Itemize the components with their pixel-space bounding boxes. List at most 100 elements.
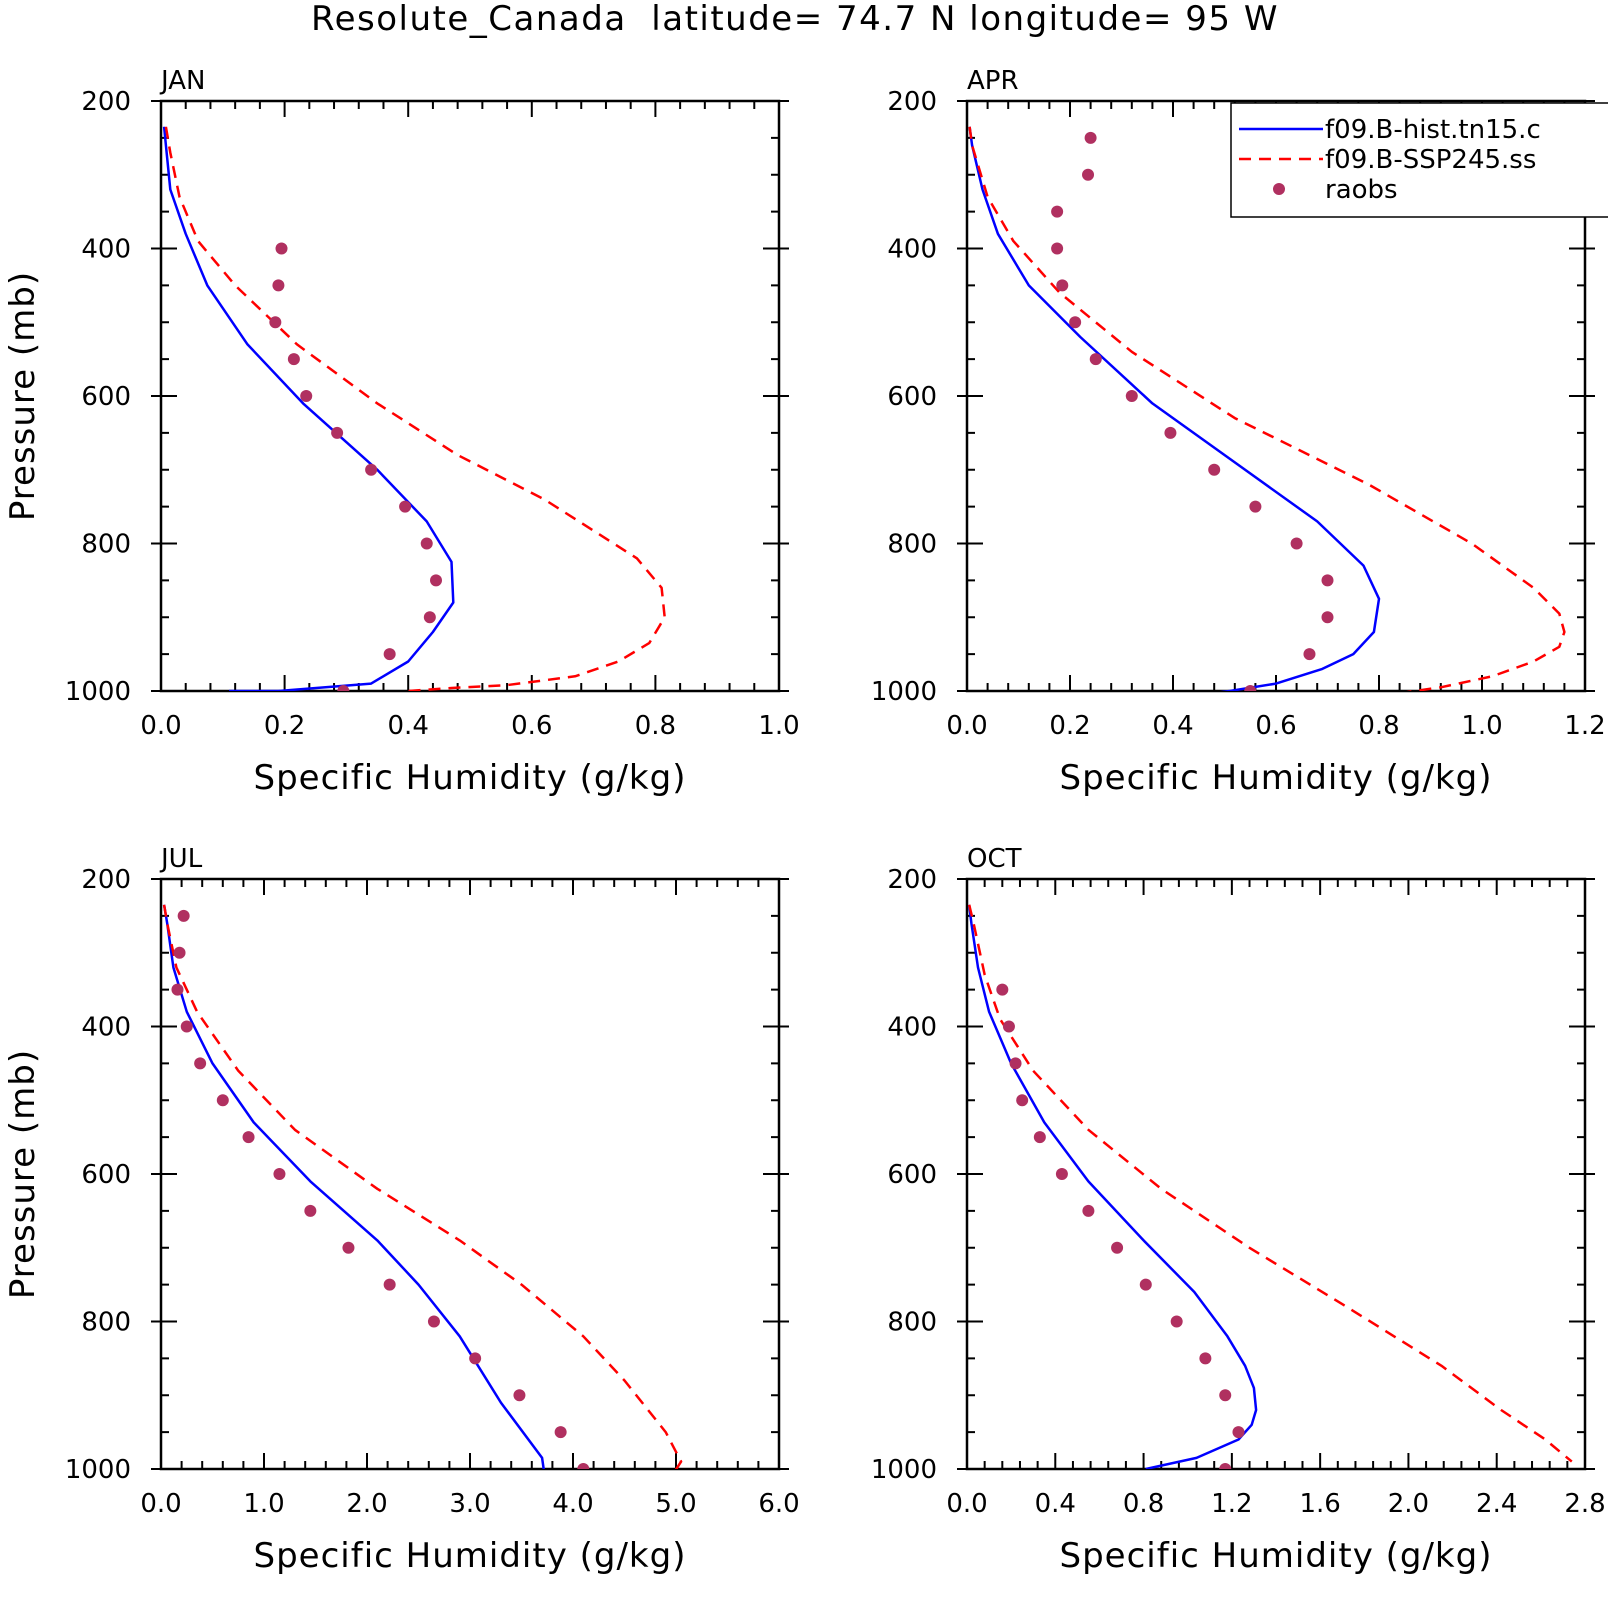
plot-frame	[159, 877, 781, 1471]
panel-label: JUL	[159, 844, 203, 874]
raobs-point	[1051, 242, 1064, 255]
raobs-point	[1249, 500, 1262, 513]
raobs-point	[1232, 1426, 1245, 1439]
y-axis-label: Pressure (mb)	[3, 271, 43, 521]
y-tick-label: 200	[81, 865, 131, 895]
x-tick-label: 0.2	[1049, 711, 1090, 741]
panel-label: JAN	[159, 66, 205, 96]
raobs-point	[1199, 1352, 1212, 1365]
raobs-point	[1089, 353, 1102, 366]
x-tick-label: 5.0	[655, 1489, 696, 1519]
raobs-point	[1244, 685, 1257, 691]
ssp245-line	[967, 904, 1573, 1463]
raobs-point	[1125, 390, 1138, 402]
x-tick-label: 1.0	[758, 711, 799, 741]
raobs-point	[337, 685, 350, 691]
x-tick-label: 6.0	[758, 1489, 799, 1519]
ssp245-line	[968, 126, 1566, 691]
y-tick-label: 400	[887, 1013, 937, 1043]
panel-jul: JUL 0.0 1.0 2.0 3.0 4.0 5.0 6.0 200 400 600 800 1000…	[3, 844, 800, 1576]
y-tick-label: 1000	[65, 677, 131, 707]
y-tick-label: 600	[887, 382, 937, 412]
y-tick-label: 800	[887, 530, 937, 560]
x-tick-label: 0.8	[635, 711, 676, 741]
x-tick-label: 2.4	[1476, 1489, 1517, 1519]
legend-label: f09.B-hist.tn15.c	[1325, 115, 1541, 145]
raobs-point	[513, 1389, 526, 1402]
raobs-point	[427, 1315, 440, 1328]
x-tick-label: 0.6	[1255, 711, 1296, 741]
raobs-point	[342, 1241, 355, 1254]
x-tick-label: 1.2	[1211, 1489, 1252, 1519]
x-tick-label: 0.8	[1358, 711, 1399, 741]
raobs-point	[1303, 648, 1316, 661]
y-tick-label: 1000	[871, 1455, 937, 1485]
x-tick-label: 0.4	[1152, 711, 1193, 741]
y-tick-label: 200	[887, 87, 937, 117]
legend-box	[1230, 102, 1608, 218]
raobs-point	[1055, 1168, 1068, 1180]
y-tick-label: 600	[81, 1160, 131, 1190]
x-tick-label: 0.0	[140, 711, 181, 741]
y-tick-label: 600	[81, 382, 131, 412]
y-tick-label: 200	[887, 865, 937, 895]
raobs-point	[1051, 205, 1064, 218]
raobs-point	[1009, 1057, 1022, 1070]
panel-label: OCT	[967, 844, 1022, 874]
raobs-point	[180, 1020, 193, 1033]
raobs-point	[1056, 279, 1069, 292]
raobs-point	[1033, 1131, 1046, 1144]
raobs-markers	[171, 909, 590, 1469]
raobs-point	[1164, 426, 1177, 439]
raobs-point	[383, 1278, 396, 1291]
plot-frame	[159, 99, 781, 693]
raobs-point	[331, 426, 344, 439]
plot-data	[162, 904, 683, 1469]
legend-label: raobs	[1325, 175, 1398, 205]
raobs-point	[554, 1426, 567, 1439]
raobs-point	[173, 946, 186, 959]
raobs-point	[1208, 463, 1221, 476]
x-tick-label: 0.2	[264, 711, 305, 741]
x-axis-label: Specific Humidity (g/kg)	[1060, 758, 1493, 798]
raobs-point	[577, 1463, 590, 1469]
x-axis-label: Specific Humidity (g/kg)	[1060, 1536, 1493, 1576]
x-axis-label: Specific Humidity (g/kg)	[254, 758, 687, 798]
x-tick-label: 2.0	[346, 1489, 387, 1519]
y-tick-label: 400	[887, 235, 937, 265]
raobs-point	[1082, 1204, 1095, 1217]
figure-title: Resolute_Canada latitude= 74.7 N longitu…	[311, 0, 1279, 39]
x-tick-label: 1.0	[243, 1489, 284, 1519]
raobs-point	[300, 390, 313, 402]
raobs-point	[287, 353, 300, 366]
raobs-point	[171, 983, 184, 996]
raobs-point	[1290, 537, 1303, 550]
raobs-point	[1139, 1278, 1152, 1291]
raobs-point	[242, 1131, 255, 1144]
plot-data	[968, 126, 1566, 691]
x-tick-label: 0.8	[1123, 1489, 1164, 1519]
y-tick-label: 400	[81, 235, 131, 265]
y-tick-label: 800	[887, 1308, 937, 1338]
y-tick-label: 1000	[871, 677, 937, 707]
hist-line	[162, 904, 545, 1469]
raobs-point	[177, 909, 190, 922]
raobs-point	[1069, 316, 1082, 329]
raobs-point	[365, 463, 378, 476]
raobs-point	[469, 1352, 482, 1365]
raobs-point	[194, 1057, 207, 1070]
x-tick-label: 1.6	[1299, 1489, 1340, 1519]
x-tick-label: 1.0	[1461, 711, 1502, 741]
raobs-point	[272, 279, 285, 292]
raobs-point	[399, 500, 412, 513]
y-tick-label: 200	[81, 87, 131, 117]
raobs-markers	[269, 242, 443, 691]
y-tick-label: 1000	[65, 1455, 131, 1485]
raobs-point	[273, 1168, 286, 1180]
x-tick-label: 0.0	[140, 1489, 181, 1519]
x-tick-label: 2.8	[1564, 1489, 1605, 1519]
x-tick-label: 3.0	[449, 1489, 490, 1519]
x-tick-label: 2.0	[1388, 1489, 1429, 1519]
